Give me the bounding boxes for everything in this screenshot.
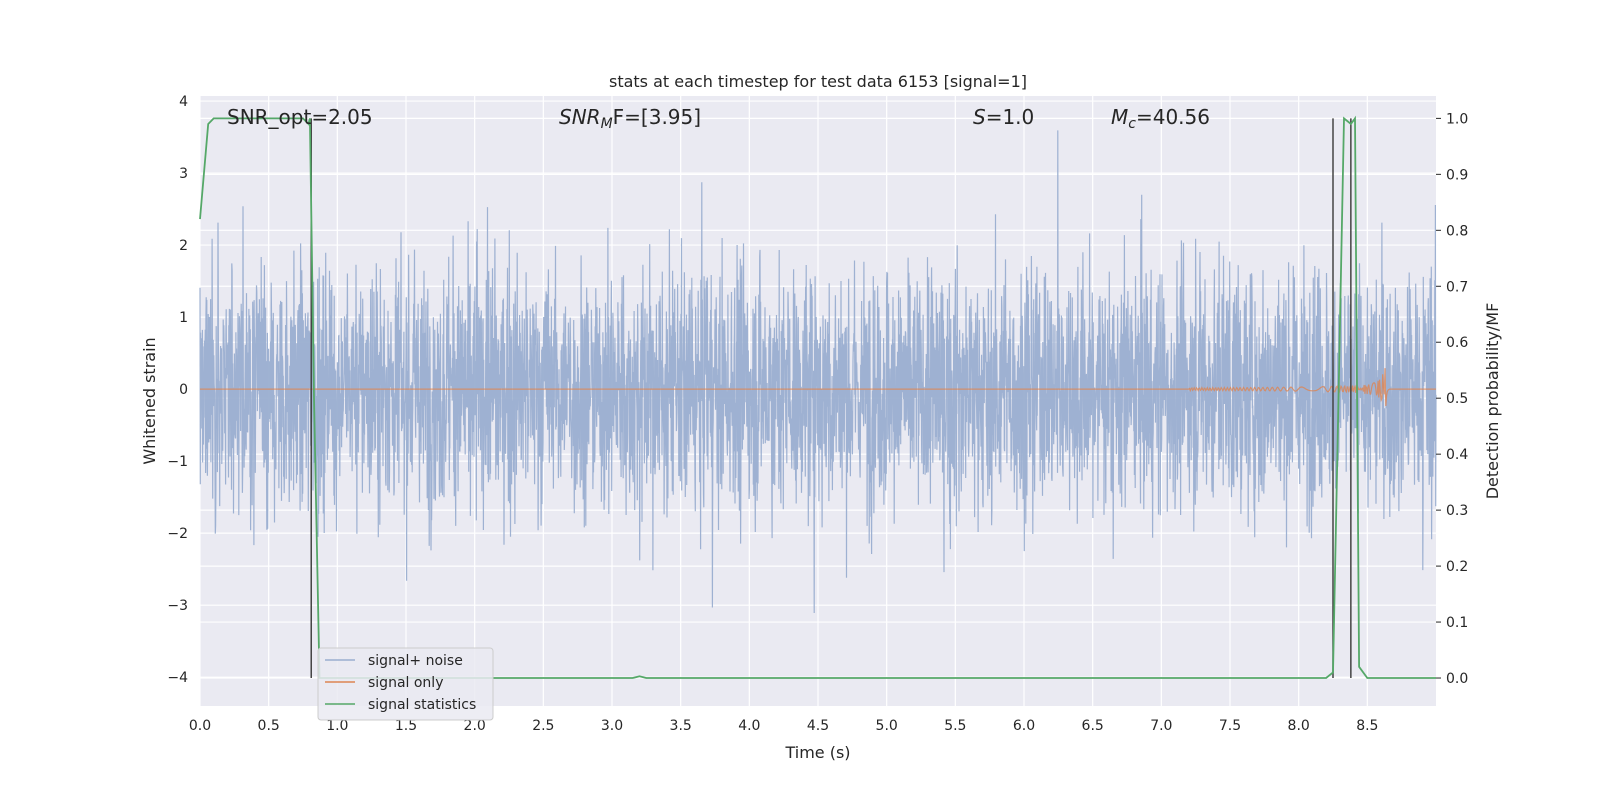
x-tick-label: 5.5 — [944, 718, 966, 734]
legend: signal+ noise signal only signal statist… — [317, 647, 494, 721]
y-tick-label: 1 — [179, 310, 188, 326]
snr-mf-sub: M — [601, 116, 613, 132]
s-var: S — [973, 105, 986, 129]
y2-tick-label: 0.7 — [1446, 279, 1468, 295]
y2-tick-label: 0.5 — [1446, 391, 1468, 407]
x-tick-label: 4.5 — [807, 718, 829, 734]
y-tick-label: −2 — [167, 526, 188, 542]
y-tick-label: −1 — [167, 454, 188, 470]
x-tick-label: 3.5 — [670, 718, 692, 734]
mc-var: M — [1111, 105, 1128, 129]
noise-series — [199, 130, 1437, 614]
y2-tick-label: 0.6 — [1446, 335, 1468, 351]
y-tick-label: −4 — [167, 670, 188, 686]
x-tick-label: 8.0 — [1288, 718, 1310, 734]
chart-title: stats at each timestep for test data 615… — [609, 72, 1027, 91]
snr-mf-tail: F=[3.95] — [613, 105, 701, 129]
x-tick-label: 7.0 — [1150, 718, 1172, 734]
y2-axis-label: Detection probability/MF — [1483, 303, 1502, 500]
s-tail: =1.0 — [986, 105, 1035, 129]
signal-only-series — [200, 368, 1436, 407]
annotation-mc: Mc=40.56 — [1111, 105, 1210, 132]
mc-tail: =40.56 — [1136, 105, 1210, 129]
annotation-snr-mf: SNRMF=[3.95] — [559, 105, 701, 132]
y-tick-label: 4 — [179, 94, 188, 110]
x-tick-label: 2.0 — [464, 718, 486, 734]
x-tick-label: 1.0 — [326, 718, 348, 734]
x-axis-ticks: 0.0 0.5 1.0 1.5 2.0 2.5 3.0 3.5 4.0 4.5 5.0 5.5 6.0 6… — [189, 718, 1379, 734]
legend-label-stats: signal statistics — [368, 697, 476, 713]
y-axis-ticks: 4 3 2 1 0 −1 −2 −3 −4 — [167, 94, 188, 686]
annotation-snr-opt: SNR_opt=2.05 — [227, 105, 373, 129]
signal-statistics-series — [199, 115, 1436, 679]
y2-tick-label: 0.0 — [1446, 671, 1468, 687]
x-tick-label: 6.0 — [1013, 718, 1035, 734]
y2-tick-label: 0.8 — [1446, 223, 1468, 239]
legend-label-signal: signal only — [368, 675, 443, 691]
y-tick-label: 3 — [179, 166, 188, 182]
y2-axis-ticks: 1.0 0.9 0.8 0.7 0.6 0.5 0.4 0.3 0.2 0.1 0.0 — [1436, 111, 1468, 687]
x-tick-label: 7.5 — [1219, 718, 1241, 734]
y2-tick-label: 0.3 — [1446, 503, 1468, 519]
annotation-s: S=1.0 — [973, 105, 1034, 129]
snr-mf-base: SNR — [559, 105, 601, 129]
y2-tick-label: 0.1 — [1446, 615, 1468, 631]
y2-tick-label: 0.2 — [1446, 559, 1468, 575]
x-tick-label: 5.0 — [876, 718, 898, 734]
signal-noise-line — [199, 130, 1437, 614]
x-tick-label: 6.5 — [1082, 718, 1104, 734]
y-tick-label: 0 — [179, 382, 188, 398]
y-tick-label: 2 — [179, 238, 188, 254]
x-tick-label: 3.0 — [601, 718, 623, 734]
x-tick-label: 0.0 — [189, 718, 211, 734]
x-tick-label: 0.5 — [258, 718, 280, 734]
signal-only-line — [200, 368, 1436, 407]
y-axis-label: Whitened strain — [140, 337, 159, 464]
x-tick-label: 2.5 — [532, 718, 554, 734]
x-axis-label: Time (s) — [784, 743, 850, 762]
mc-sub: c — [1128, 116, 1136, 132]
legend-box — [317, 647, 494, 721]
signal-statistics-line — [199, 115, 1436, 679]
y2-tick-label: 1.0 — [1446, 111, 1468, 127]
x-tick-label: 1.5 — [395, 718, 417, 734]
y2-tick-label: 0.9 — [1446, 167, 1468, 183]
legend-label-noise: signal+ noise — [368, 653, 463, 669]
y-tick-label: −3 — [167, 598, 188, 614]
x-tick-label: 4.0 — [738, 718, 760, 734]
y2-tick-label: 0.4 — [1446, 447, 1468, 463]
x-tick-label: 8.5 — [1356, 718, 1378, 734]
